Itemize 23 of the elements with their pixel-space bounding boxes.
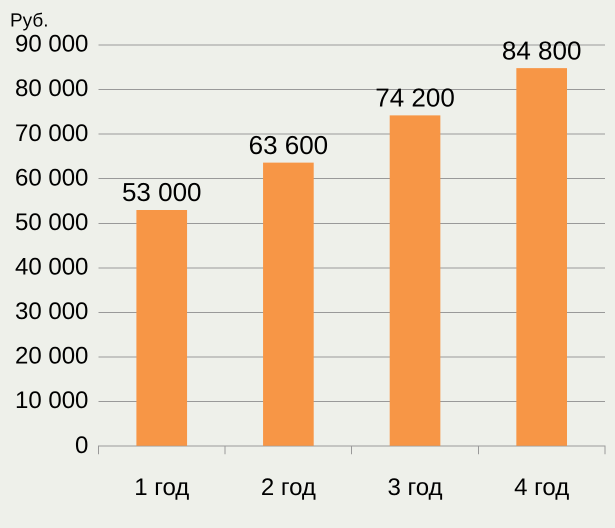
- y-tick-label: 30 000: [15, 298, 88, 326]
- y-axis-title: Руб.: [10, 10, 49, 32]
- y-tick-label: 60 000: [15, 164, 88, 192]
- bar: [263, 162, 314, 446]
- y-tick-label: 20 000: [15, 342, 88, 370]
- y-tick-label: 10 000: [15, 387, 88, 414]
- data-label: 53 000: [122, 177, 202, 208]
- x-tick-label: 3 год: [387, 474, 443, 502]
- x-tick-label: 1 год: [134, 474, 190, 502]
- bar: [516, 68, 568, 446]
- y-tick-label: 0: [75, 432, 88, 459]
- y-tick-label: 80 000: [15, 75, 88, 102]
- x-tick-label: 4 год: [514, 474, 570, 502]
- x-tick-label: 2 год: [260, 474, 316, 502]
- bar: [390, 115, 440, 446]
- y-tick-label: 70 000: [15, 120, 88, 147]
- y-tick-label: 50 000: [15, 208, 88, 236]
- data-label: 84 800: [502, 35, 582, 66]
- y-tick-label: 40 000: [15, 254, 88, 281]
- y-tick-label: 90 000: [15, 30, 88, 58]
- data-label: 74 200: [375, 82, 455, 113]
- data-label: 63 600: [248, 130, 328, 160]
- bar: [136, 210, 188, 446]
